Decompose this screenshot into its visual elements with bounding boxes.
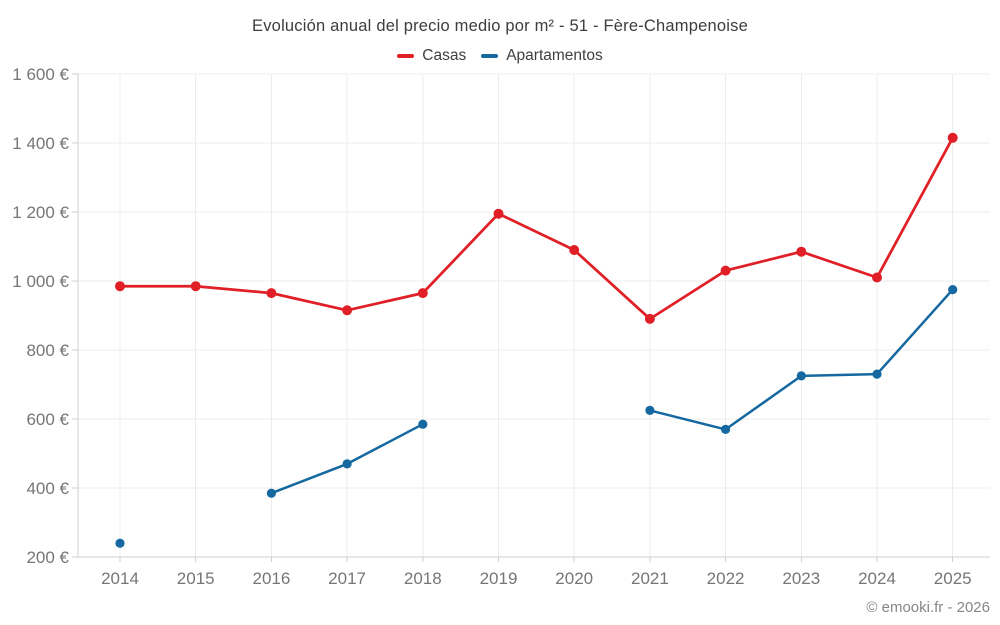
data-point-casas-2020 — [569, 245, 580, 255]
x-tick-label: 2018 — [404, 569, 442, 588]
data-point-casas-2016 — [266, 288, 277, 299]
data-point-apartamentos-2014 — [115, 538, 125, 548]
y-tick-label: 1 000 € — [12, 272, 69, 291]
data-point-apartamentos-2023 — [796, 371, 806, 381]
data-point-casas-2025 — [947, 132, 958, 143]
data-point-casas-2017 — [342, 305, 353, 316]
x-tick-label: 2021 — [631, 569, 669, 588]
data-point-casas-2023 — [796, 246, 807, 257]
x-tick-label: 2017 — [328, 569, 366, 588]
legend-item-casas[interactable]: Casas — [397, 47, 466, 65]
data-point-casas-2024 — [872, 272, 882, 283]
copyright-text: © emooki.fr - 2026 — [866, 599, 990, 616]
series-line-casas — [118, 136, 955, 321]
x-tick-label: 2024 — [858, 569, 896, 588]
legend-label-casas: Casas — [422, 47, 467, 64]
legend-item-apartamentos[interactable]: Apartamentos — [481, 47, 603, 65]
y-tick-label: 1 200 € — [12, 203, 69, 222]
y-tick-label: 1 600 € — [12, 65, 69, 84]
legend-swatch-apartamentos-icon — [481, 53, 499, 59]
y-tick-label: 200 € — [26, 548, 69, 567]
legend: Casas Apartamentos — [0, 47, 1000, 65]
y-tick-label: 1 400 € — [12, 134, 69, 153]
data-point-casas-2014 — [115, 281, 125, 292]
data-point-apartamentos-2021 — [645, 405, 655, 415]
x-tick-label: 2023 — [782, 569, 820, 588]
x-tick-label: 2025 — [934, 569, 972, 588]
data-point-casas-2019 — [493, 208, 504, 219]
data-point-casas-2021 — [644, 313, 655, 324]
legend-swatch-casas-icon — [397, 53, 415, 59]
data-point-apartamentos-2016 — [266, 488, 276, 498]
x-tick-label: 2016 — [252, 569, 290, 588]
data-point-apartamentos-2022 — [721, 424, 731, 434]
y-tick-label: 400 € — [26, 479, 69, 498]
data-point-apartamentos-2024 — [872, 369, 882, 379]
y-tick-label: 800 € — [26, 341, 69, 360]
data-point-casas-2015 — [190, 281, 201, 292]
data-point-apartamentos-2025 — [948, 285, 958, 295]
x-tick-label: 2015 — [177, 569, 215, 588]
data-point-apartamentos-2018 — [418, 419, 428, 429]
x-tick-label: 2022 — [707, 569, 745, 588]
series-line-apartamentos — [270, 288, 954, 495]
legend-label-apartamentos: Apartamentos — [506, 47, 603, 64]
y-tick-label: 600 € — [26, 410, 69, 429]
x-tick-label: 2014 — [101, 569, 139, 588]
x-tick-label: 2020 — [555, 569, 593, 588]
data-point-casas-2022 — [720, 265, 731, 276]
data-point-casas-2018 — [417, 288, 428, 299]
x-tick-label: 2019 — [480, 569, 518, 588]
data-point-apartamentos-2017 — [342, 459, 352, 469]
chart-title: Evolución anual del precio medio por m² … — [252, 17, 748, 35]
